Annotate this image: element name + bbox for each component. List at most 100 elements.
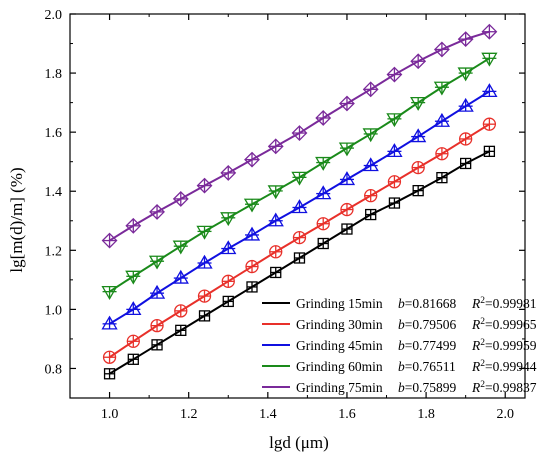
data-point [291, 199, 308, 214]
data-point [412, 184, 424, 197]
y-tick-label: 1.0 [45, 303, 63, 318]
legend-series-name: Grinding 60min [296, 359, 383, 374]
legend-r2-value: R2=0.99944 [471, 359, 537, 374]
data-point [482, 117, 497, 131]
data-point [315, 185, 332, 200]
series-1 [103, 145, 496, 380]
data-point [317, 237, 329, 250]
data-point [433, 81, 451, 96]
data-point [244, 151, 260, 168]
data-point [435, 147, 449, 161]
data-point [243, 198, 261, 213]
data-point [341, 223, 353, 235]
data-point [387, 175, 402, 189]
data-point [315, 110, 332, 126]
data-point [388, 197, 401, 209]
data-point [102, 350, 117, 364]
data-point [196, 225, 213, 240]
data-point [149, 203, 165, 220]
data-point [338, 171, 356, 186]
legend-b-value: b=0.81668 [398, 296, 456, 311]
data-point [172, 190, 189, 207]
data-point [101, 232, 118, 249]
legend: Grinding 15min b=0.81668 R2=0.99981 Grindin… [262, 296, 537, 395]
data-point [148, 255, 166, 270]
data-point [172, 240, 189, 255]
data-point [481, 52, 498, 67]
data-point [174, 304, 188, 318]
data-point [315, 156, 332, 171]
data-point [267, 138, 284, 155]
data-point [292, 230, 307, 245]
data-point [103, 368, 116, 380]
x-tick-label: 1.4 [259, 407, 277, 422]
data-point [101, 315, 118, 330]
data-point [243, 226, 261, 241]
y-tick-label: 1.2 [45, 244, 63, 259]
y-tick-label: 0.8 [45, 362, 63, 377]
data-point [457, 67, 474, 82]
legend-b-value: b=0.79506 [398, 317, 456, 332]
legend-entry: Grinding 30min b=0.79506 R2=0.99965 [262, 317, 537, 332]
data-point [364, 189, 378, 203]
data-point [150, 318, 164, 333]
data-point [221, 274, 235, 288]
data-point [125, 217, 142, 234]
data-point [410, 128, 427, 143]
data-point [220, 212, 237, 227]
data-point [386, 143, 403, 158]
data-point [481, 23, 498, 40]
series-2 [102, 117, 497, 364]
data-point [481, 83, 498, 98]
y-tick-label: 1.8 [45, 67, 63, 82]
data-point [101, 286, 118, 300]
data-point [362, 128, 379, 143]
data-point [267, 185, 284, 200]
y-tick-label: 1.6 [45, 126, 63, 141]
data-point [316, 217, 330, 231]
data-point [410, 53, 427, 70]
legend-r2-value: R2=0.99965 [471, 317, 537, 332]
data-point [267, 212, 284, 227]
data-point [220, 240, 237, 255]
data-point [270, 266, 282, 279]
data-point [151, 339, 163, 351]
legend-entry: Grinding 15min b=0.81668 R2=0.99981 [262, 296, 537, 311]
data-point [197, 289, 212, 303]
data-point [433, 41, 450, 58]
data-point [338, 142, 356, 157]
data-point [291, 125, 308, 141]
data-point [246, 281, 258, 293]
data-point [220, 164, 237, 181]
legend-series-name: Grinding 45min [296, 338, 383, 353]
data-point [460, 157, 472, 170]
series-3 [101, 83, 498, 330]
data-point [126, 334, 140, 348]
x-tick-label: 2.0 [496, 407, 514, 422]
data-point [436, 171, 448, 184]
data-point [175, 324, 187, 337]
legend-b-value: b=0.75899 [398, 380, 456, 395]
data-point [196, 254, 213, 269]
data-point [148, 284, 166, 299]
data-point [386, 66, 403, 83]
series-5 [101, 23, 498, 249]
y-tick-label: 2.0 [45, 8, 63, 23]
legend-entry: Grinding 75min b=0.75899 R2=0.99837 [262, 380, 537, 395]
data-point [483, 145, 496, 158]
data-point [125, 301, 142, 316]
data-point [411, 160, 425, 175]
data-point [293, 252, 306, 264]
data-point [172, 269, 189, 284]
x-tick-label: 1.0 [101, 407, 119, 422]
y-tick-label: 1.4 [45, 185, 63, 200]
legend-series-name: Grinding 30min [296, 317, 383, 332]
data-point [196, 177, 213, 194]
data-point [433, 112, 451, 127]
data-point [291, 171, 308, 186]
data-point [127, 353, 139, 365]
data-point [386, 113, 403, 128]
legend-entry: Grinding 45min b=0.77499 R2=0.99959 [262, 338, 537, 353]
x-tick-label: 1.8 [417, 407, 435, 422]
